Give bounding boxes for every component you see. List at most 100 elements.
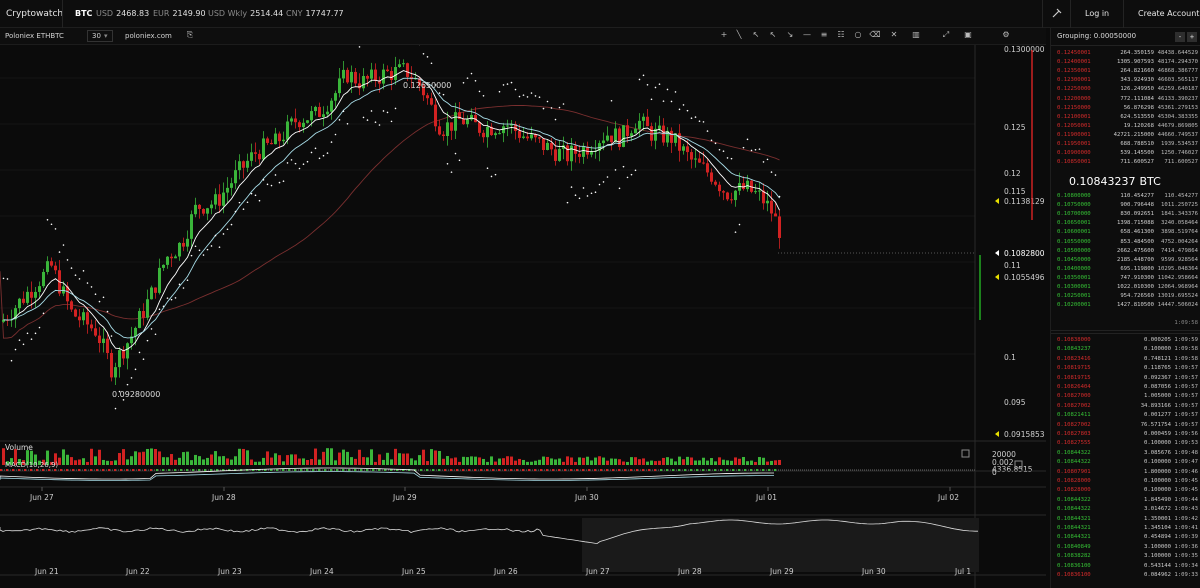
trade-row[interactable]: 0.10844322 3.014672 1:09:43 <box>1051 505 1200 514</box>
trade-row[interactable]: 0.10821411 0.001277 1:09:57 <box>1051 411 1200 420</box>
bid-row[interactable]: 0.10800000 110.454277 110.454277 <box>1051 192 1200 201</box>
bid-row[interactable]: 0.10700000 830.092651 1841.343376 <box>1051 210 1200 219</box>
volume-bar <box>146 448 149 465</box>
trade-row[interactable]: 0.10827803 0.000459 1:09:56 <box>1051 430 1200 439</box>
fullscreen-icon[interactable]: ⤢ <box>942 30 950 39</box>
sar-dot <box>150 328 153 330</box>
bid-amount: 695.119800 <box>1120 265 1154 272</box>
ask-row[interactable]: 0.12200000 772.111084 46133.390237 <box>1051 95 1200 104</box>
grouping-plus-button[interactable]: + <box>1187 32 1197 42</box>
trade-row[interactable]: 0.10828000 0.100000 1:09:45 <box>1051 477 1200 486</box>
exchange-link[interactable]: poloniex.com <box>125 32 172 40</box>
ask-row[interactable]: 0.10900000 539.145500 1250.746027 <box>1051 149 1200 158</box>
plus-icon[interactable]: + <box>720 30 728 39</box>
horizontal-line-icon[interactable]: — <box>803 30 811 39</box>
volume-bar <box>502 458 505 465</box>
ask-row[interactable]: 0.12450001 264.350159 48438.644529 <box>1051 49 1200 58</box>
bid-row[interactable]: 0.10750000 900.796448 1011.250725 <box>1051 201 1200 210</box>
bid-row[interactable]: 0.10300001 1022.010300 12064.968964 <box>1051 283 1200 292</box>
volume-bar <box>94 456 97 465</box>
bid-row[interactable]: 0.10350001 747.910300 11042.958664 <box>1051 274 1200 283</box>
trade-row[interactable]: 0.10827002 34.893166 1:09:57 <box>1051 402 1200 411</box>
sar-dot <box>742 146 745 149</box>
sar-dot <box>146 339 149 342</box>
macd-histogram-bar <box>30 469 32 471</box>
trade-row[interactable]: 0.10838282 3.100000 1:09:35 <box>1051 552 1200 561</box>
brand-logo[interactable]: Cryptowatch <box>6 9 64 19</box>
arrow-down-icon[interactable]: ↘ <box>786 30 794 39</box>
ask-row[interactable]: 0.12100001 624.513550 45304.383355 <box>1051 113 1200 122</box>
gear-icon[interactable]: ⚙ <box>1002 30 1010 39</box>
symbol-label[interactable]: BTC <box>75 9 93 18</box>
bid-row[interactable]: 0.10600001 658.461300 3898.519764 <box>1051 228 1200 237</box>
trade-row[interactable]: 0.10807901 1.800000 1:09:46 <box>1051 468 1200 477</box>
grouping-selector[interactable]: Grouping: 0.00050000 <box>1057 32 1137 40</box>
eraser-icon[interactable]: ⌫ <box>869 30 881 39</box>
bid-sum: 13019.695524 <box>1157 293 1198 300</box>
interval-selector[interactable]: 30 ▾ <box>87 30 113 42</box>
circle-icon[interactable]: ○ <box>854 30 862 39</box>
trade-row[interactable]: 0.10827000 1.005000 1:09:57 <box>1051 392 1200 401</box>
trade-row[interactable]: 0.10844322 1.845490 1:09:44 <box>1051 496 1200 505</box>
trade-row[interactable]: 0.10844322 3.085676 1:09:48 <box>1051 449 1200 458</box>
trade-row[interactable]: 0.10844322 0.100000 1:09:47 <box>1051 458 1200 467</box>
candle-body <box>506 125 509 127</box>
settings-icon[interactable] <box>1052 8 1062 18</box>
ask-row[interactable]: 0.12050001 19.120268 44679.869805 <box>1051 122 1200 131</box>
trade-row[interactable]: 0.10823416 0.748121 1:09:58 <box>1051 355 1200 364</box>
candle-body <box>602 140 605 144</box>
volume-bar <box>102 459 105 465</box>
volume-bar <box>82 458 85 465</box>
bid-row[interactable]: 0.10650001 1398.715088 3240.058464 <box>1051 219 1200 228</box>
market-selector[interactable]: Poloniex ETHBTC <box>5 32 64 40</box>
calendar-icon[interactable]: ▣ <box>964 30 972 39</box>
volume-bar <box>326 448 329 465</box>
trade-row[interactable]: 0.10844321 0.454894 1:09:39 <box>1051 533 1200 542</box>
trade-row[interactable]: 0.10819715 0.118765 1:09:57 <box>1051 364 1200 373</box>
fib-icon[interactable]: ☷ <box>837 30 845 39</box>
ask-row[interactable]: 0.12350001 264.821660 46868.386777 <box>1051 67 1200 76</box>
login-button[interactable]: Log in <box>1085 9 1110 18</box>
volume-bar <box>226 458 229 465</box>
volume-bar <box>206 457 209 465</box>
arrow-icon[interactable]: ↖ <box>769 30 777 39</box>
grouping-minus-button[interactable]: - <box>1175 32 1185 42</box>
ask-row[interactable]: 0.12250000 126.249950 46259.640187 <box>1051 85 1200 94</box>
ask-row[interactable]: 0.12300001 343.924930 46603.565117 <box>1051 76 1200 85</box>
bid-row[interactable]: 0.10500000 2662.475600 7414.479864 <box>1051 247 1200 256</box>
trade-row[interactable]: 0.10843237 0.100000 1:09:58 <box>1051 345 1200 354</box>
ask-row[interactable]: 0.11900001 42721.215000 44660.749537 <box>1051 131 1200 140</box>
trade-row[interactable]: 0.10840849 3.100000 1:09:36 <box>1051 543 1200 552</box>
ask-row[interactable]: 0.12400001 1305.907593 48174.294370 <box>1051 58 1200 67</box>
link-icon[interactable]: ⎘ <box>186 30 194 39</box>
ask-row[interactable]: 0.10850001 711.600527 711.600527 <box>1051 158 1200 167</box>
channel-icon[interactable]: ≡ <box>820 30 828 39</box>
ray-icon[interactable]: ↖ <box>752 30 760 39</box>
trade-row[interactable]: 0.10819715 0.092367 1:09:57 <box>1051 374 1200 383</box>
candle-body <box>246 160 249 168</box>
volume-bar <box>294 454 297 465</box>
trade-row[interactable]: 0.10838000 0.000205 1:09:59 <box>1051 336 1200 345</box>
trade-row[interactable]: 0.10827002 76.571754 1:09:57 <box>1051 421 1200 430</box>
trade-row[interactable]: 0.10827555 0.100000 1:09:53 <box>1051 439 1200 448</box>
indicators-icon[interactable]: ▥ <box>912 30 920 39</box>
ask-row[interactable]: 0.11950001 688.788510 1939.534537 <box>1051 140 1200 149</box>
trade-row[interactable]: 0.10828000 0.100000 1:09:45 <box>1051 486 1200 495</box>
bid-row[interactable]: 0.10450000 2185.448700 9599.928564 <box>1051 256 1200 265</box>
trade-row[interactable]: 0.10836100 0.084962 1:09:33 <box>1051 571 1200 580</box>
bid-row[interactable]: 0.10250001 954.726560 13019.695524 <box>1051 292 1200 301</box>
trade-row[interactable]: 0.10844321 1.345104 1:09:41 <box>1051 524 1200 533</box>
trash-icon[interactable]: ✕ <box>890 30 898 39</box>
bid-row[interactable]: 0.10550000 853.484500 4752.004264 <box>1051 238 1200 247</box>
sar-dot <box>622 165 625 168</box>
trade-row[interactable]: 0.10836100 0.543144 1:09:34 <box>1051 562 1200 571</box>
price-chart[interactable]: 0.12650000 0.09280000 0.1300000 0.125 0.12 0.… <box>0 45 1046 588</box>
bid-row[interactable]: 0.10200001 1427.810500 14447.506024 <box>1051 301 1200 310</box>
candle-body <box>262 138 265 160</box>
bid-row[interactable]: 0.10400000 695.119800 10295.048364 <box>1051 265 1200 274</box>
line-icon[interactable]: ╲ <box>736 30 742 39</box>
trade-row[interactable]: 0.10826404 0.087056 1:09:57 <box>1051 383 1200 392</box>
create-account-button[interactable]: Create Account <box>1138 9 1200 18</box>
trade-row[interactable]: 0.10844321 1.350001 1:09:42 <box>1051 515 1200 524</box>
ask-row[interactable]: 0.12150000 56.876298 45361.279153 <box>1051 104 1200 113</box>
